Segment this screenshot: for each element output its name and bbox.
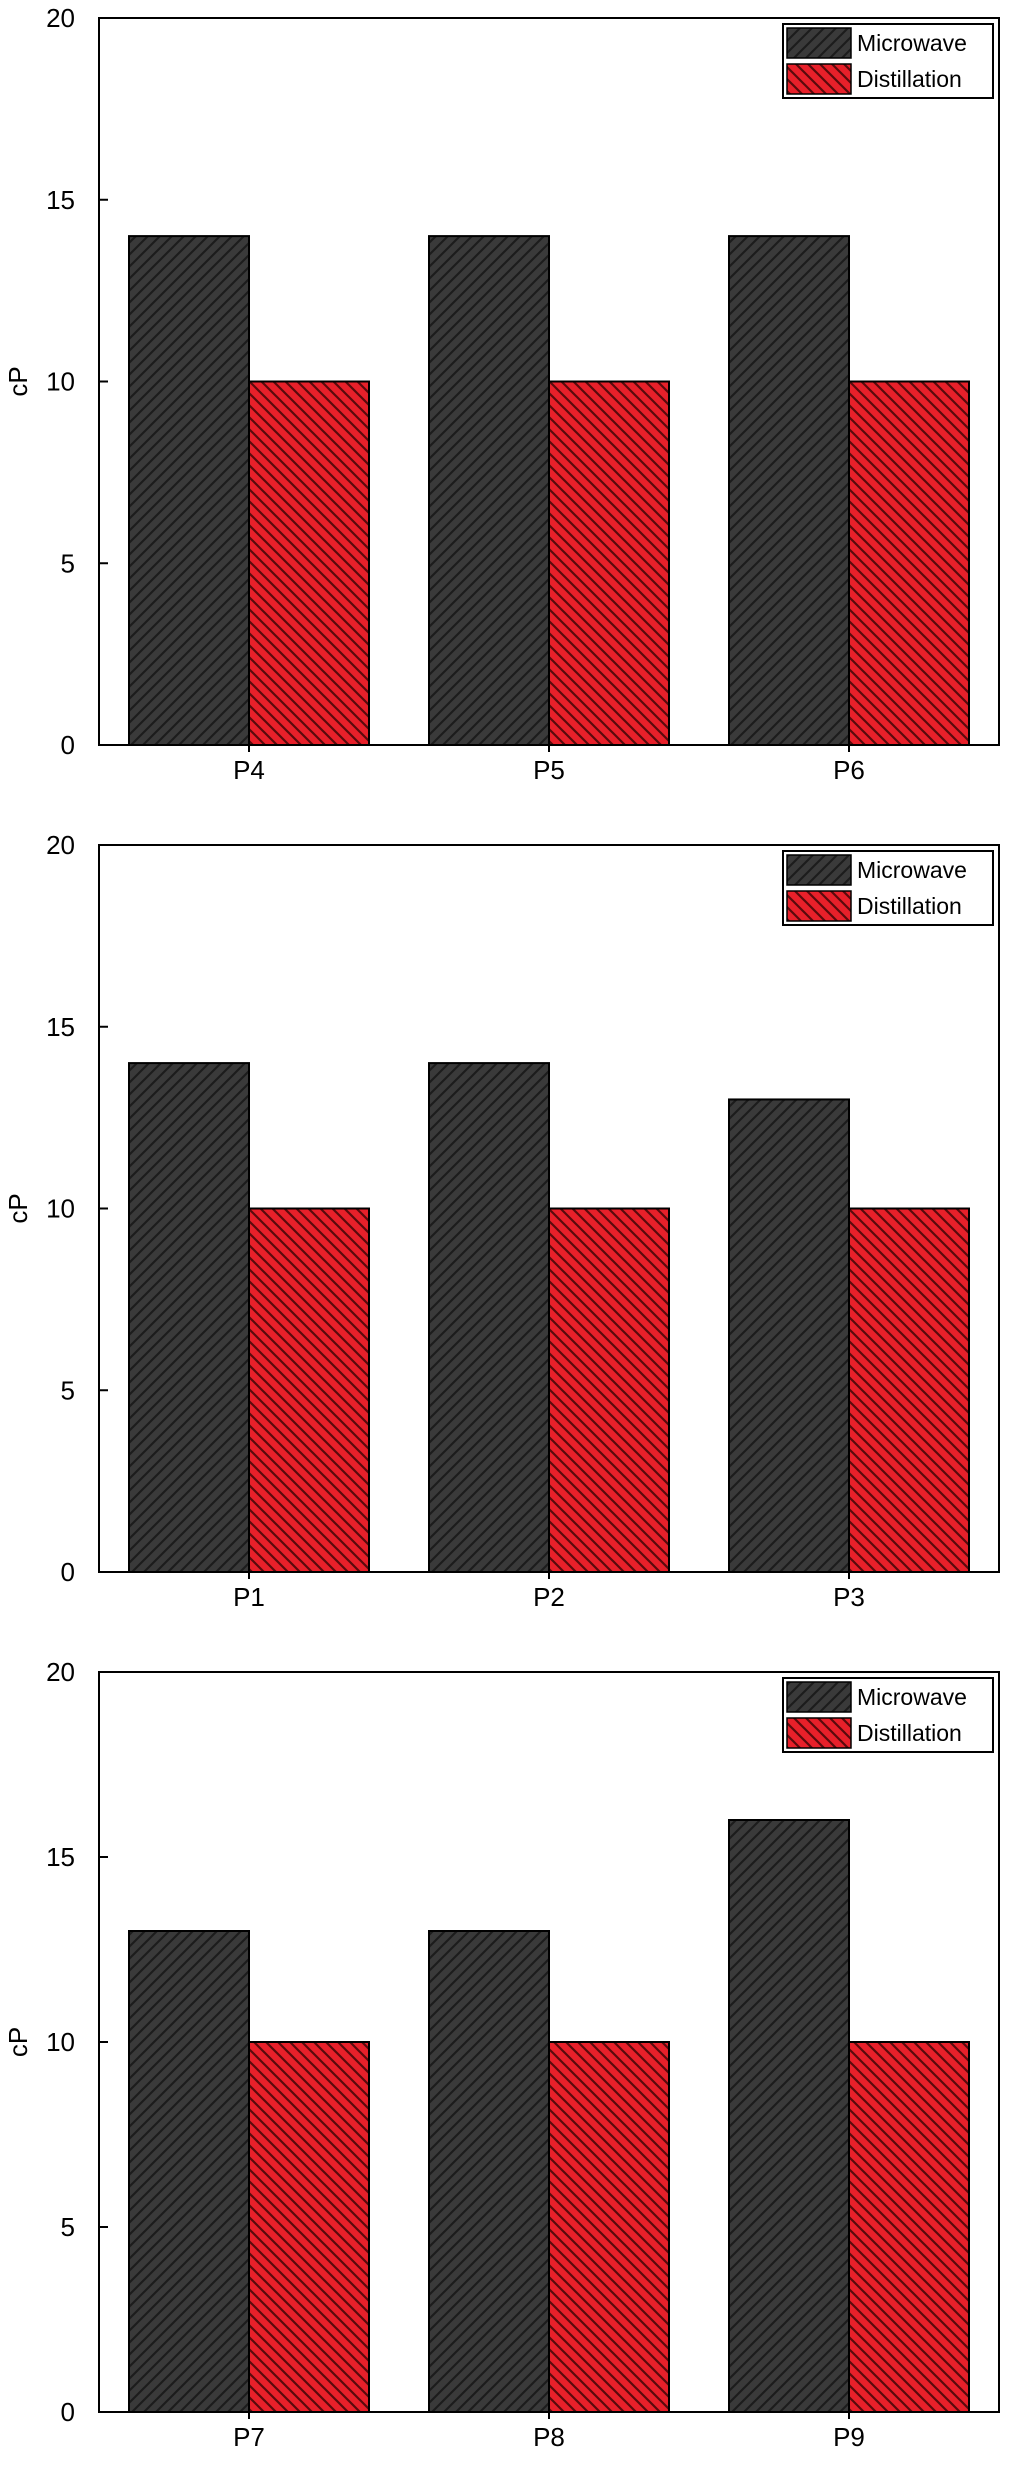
y-tick-label: 5 <box>61 1375 75 1405</box>
bar-distillation-p5 <box>548 380 670 746</box>
y-tick-label: 15 <box>46 1012 75 1042</box>
legend-swatch-distillation <box>786 1717 852 1749</box>
y-axis-label: cP <box>3 1193 33 1223</box>
x-tick-label-p7: P7 <box>233 2422 265 2452</box>
legend-swatch-distillation <box>786 63 852 95</box>
y-tick-label: 20 <box>46 3 75 33</box>
bar-microwave-p5 <box>428 235 550 746</box>
chart-2: 0 5 10 15 20 cP P1 P2 P3 Microwave Distillation <box>3 830 1000 1612</box>
x-tick-label-p1: P1 <box>233 1582 265 1612</box>
bar-distillation-p2 <box>548 1207 670 1573</box>
y-tick-label: 0 <box>61 2397 75 2427</box>
legend: Microwave Distillation <box>782 850 994 926</box>
y-tick-label: 10 <box>46 367 75 397</box>
bar-distillation-p3 <box>848 1207 970 1573</box>
bar-distillation-p8 <box>548 2041 670 2413</box>
y-tick-label: 15 <box>46 185 75 215</box>
y-tick-label: 10 <box>46 1194 75 1224</box>
legend-swatch-microwave <box>786 854 852 886</box>
bar-distillation-p9 <box>848 2041 970 2413</box>
bar-microwave-p3 <box>728 1098 850 1573</box>
x-tick-label-p2: P2 <box>533 1582 565 1612</box>
bar-microwave-p2 <box>428 1062 550 1573</box>
x-tick-label-p3: P3 <box>833 1582 865 1612</box>
legend: Microwave Distillation <box>782 23 994 99</box>
bar-microwave-p9 <box>728 1819 850 2413</box>
legend-label-distillation: Distillation <box>857 1720 962 1746</box>
bar-microwave-p4 <box>128 235 250 746</box>
y-tick-label: 0 <box>61 730 75 760</box>
legend: Microwave Distillation <box>782 1677 994 1753</box>
x-tick-label-p9: P9 <box>833 2422 865 2452</box>
bar-microwave-p8 <box>428 1930 550 2413</box>
y-tick-label: 20 <box>46 830 75 860</box>
bar-distillation-p6 <box>848 380 970 746</box>
bar-distillation-p4 <box>248 380 370 746</box>
bar-microwave-p6 <box>728 235 850 746</box>
chart-1: 0 5 10 15 20 cP P4 P5 P6 Microwave Distillation <box>3 3 1000 785</box>
x-tick-label-p6: P6 <box>833 755 865 785</box>
y-tick-label: 10 <box>46 2027 75 2057</box>
y-axis-label: cP <box>3 2027 33 2057</box>
legend-label-distillation: Distillation <box>857 893 962 919</box>
y-axis-label: cP <box>3 366 33 396</box>
legend-swatch-microwave <box>786 1681 852 1713</box>
bar-microwave-p7 <box>128 1930 250 2413</box>
y-tick-label: 5 <box>61 548 75 578</box>
bar-distillation-p7 <box>248 2041 370 2413</box>
legend-label-microwave: Microwave <box>857 857 967 883</box>
y-tick-label: 20 <box>46 1657 75 1687</box>
y-tick-label: 0 <box>61 1557 75 1587</box>
y-tick-label: 5 <box>61 2212 75 2242</box>
legend-swatch-microwave <box>786 27 852 59</box>
legend-label-microwave: Microwave <box>857 30 967 56</box>
bar-distillation-p1 <box>248 1207 370 1573</box>
chart-3: 0 5 10 15 20 cP P7 P8 P9 Microwave Distillation <box>3 1657 1000 2452</box>
y-tick-label: 15 <box>46 1842 75 1872</box>
legend-label-distillation: Distillation <box>857 66 962 92</box>
bar-microwave-p1 <box>128 1062 250 1573</box>
x-tick-label-p4: P4 <box>233 755 265 785</box>
legend-label-microwave: Microwave <box>857 1684 967 1710</box>
x-tick-label-p5: P5 <box>533 755 565 785</box>
x-tick-label-p8: P8 <box>533 2422 565 2452</box>
legend-swatch-distillation <box>786 890 852 922</box>
